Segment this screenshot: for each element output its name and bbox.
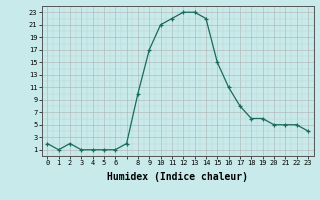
X-axis label: Humidex (Indice chaleur): Humidex (Indice chaleur)	[107, 172, 248, 182]
